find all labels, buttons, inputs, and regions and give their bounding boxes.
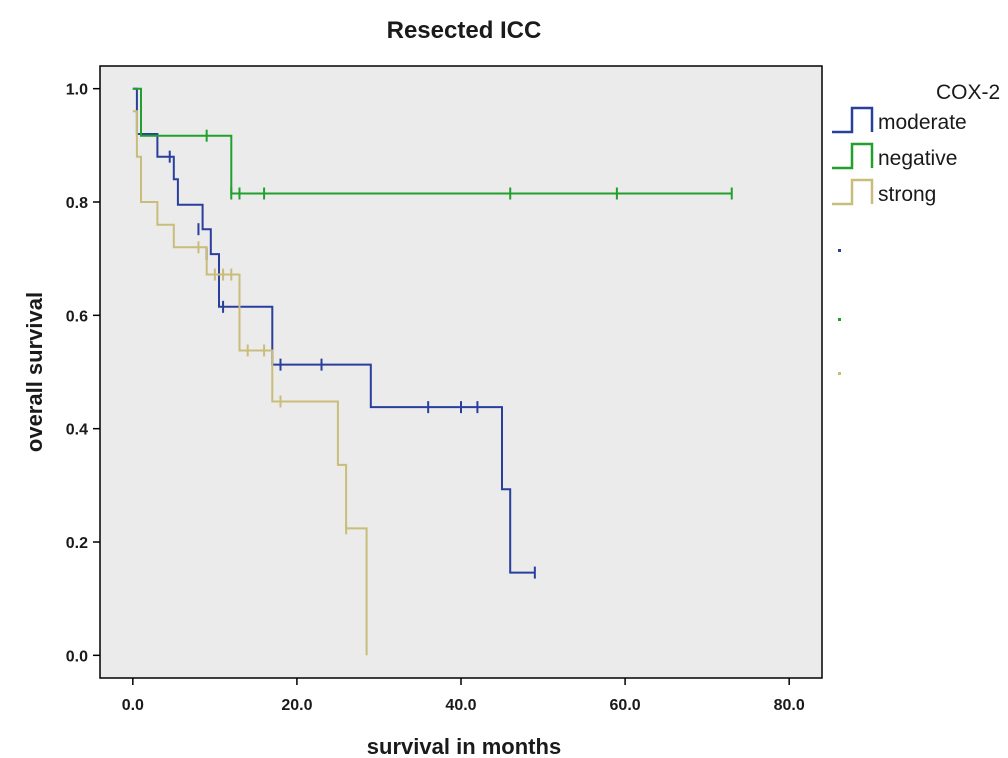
- x-tick-label: 20.0: [281, 697, 312, 714]
- y-axis: 0.0 0.2 0.4 0.6 0.8 1.0: [66, 82, 100, 665]
- y-tick-label: 1.0: [66, 82, 88, 99]
- survival-curve-negative: [132, 87, 732, 195]
- y-tick-label: 0.2: [66, 535, 88, 552]
- legend-censor-marker-moderate: [838, 249, 841, 252]
- x-axis: 0.0 20.0 40.0 60.0 80.0: [122, 678, 805, 714]
- plot-area: [99, 65, 823, 679]
- legend-swatch-negative: [832, 142, 874, 170]
- legend-label-negative: negative: [878, 147, 957, 170]
- legend-censor-marker-strong: [838, 372, 841, 375]
- x-tick-label: 60.0: [610, 697, 641, 714]
- y-tick-label: 0.4: [66, 422, 88, 439]
- chart-title: Resected ICC: [387, 17, 542, 44]
- y-tick-label: 0.8: [66, 195, 88, 212]
- legend-swatch-moderate: [832, 106, 874, 134]
- y-axis-title: overall survival: [22, 292, 47, 452]
- legend: COX-2 moderate negative strong: [832, 81, 1000, 375]
- y-tick-label: 0.0: [66, 648, 88, 665]
- legend-label-strong: strong: [878, 183, 936, 206]
- x-tick-label: 40.0: [445, 697, 476, 714]
- legend-censor-marker-negative: [838, 318, 841, 321]
- x-tick-label: 80.0: [774, 697, 805, 714]
- legend-label-moderate: moderate: [878, 111, 967, 134]
- series-strong: [132, 110, 368, 656]
- x-axis-title: survival in months: [367, 734, 561, 758]
- legend-swatch-strong: [832, 178, 874, 206]
- series-layer: [132, 87, 733, 656]
- legend-title: COX-2: [936, 81, 1000, 104]
- x-tick-label: 0.0: [122, 697, 144, 714]
- survival-curve-strong: [132, 110, 368, 656]
- survival-curve-moderate: [132, 87, 535, 574]
- series-negative: [132, 87, 733, 200]
- series-moderate: [132, 87, 536, 579]
- y-tick-label: 0.6: [66, 308, 88, 325]
